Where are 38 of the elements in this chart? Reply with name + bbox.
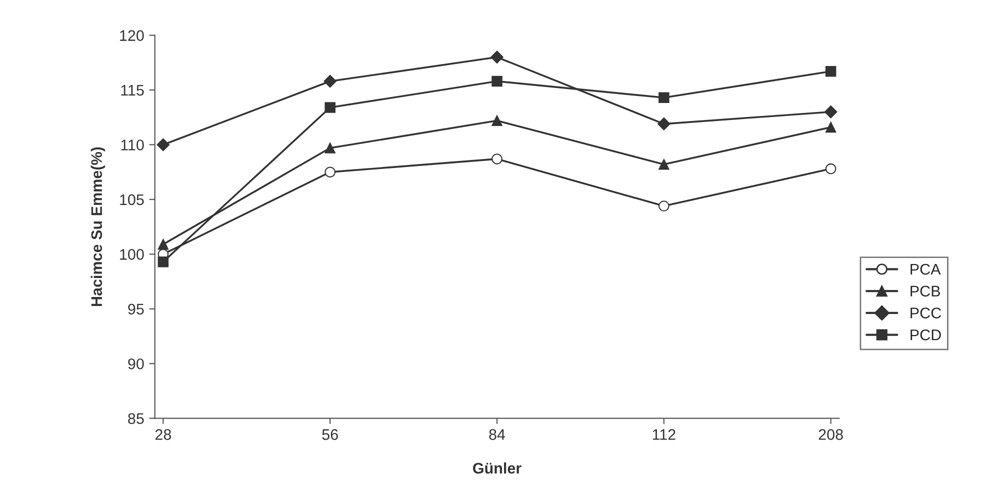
point bbox=[158, 256, 169, 268]
point bbox=[324, 102, 336, 113]
point bbox=[490, 50, 504, 64]
y-tick-label: 85 bbox=[128, 413, 144, 424]
point bbox=[658, 159, 670, 170]
point bbox=[324, 166, 336, 178]
point bbox=[492, 154, 502, 164]
x-tick-label: 112 bbox=[652, 429, 676, 440]
point bbox=[824, 105, 838, 118]
y-tick-label: 110 bbox=[121, 140, 144, 150]
x-tick-label: 84 bbox=[489, 429, 506, 440]
legend-label: PCB bbox=[910, 286, 940, 297]
point bbox=[156, 138, 170, 152]
y-tick-label: 105 bbox=[120, 194, 144, 206]
point bbox=[324, 142, 336, 154]
legend-label: PCA bbox=[910, 264, 941, 275]
y-tick-label: 115 bbox=[121, 85, 144, 96]
point bbox=[324, 74, 337, 88]
x-axis-title: Günler bbox=[473, 462, 522, 474]
x-tick-label: 28 bbox=[155, 429, 172, 440]
point bbox=[492, 115, 502, 126]
point bbox=[825, 122, 836, 133]
point bbox=[825, 163, 836, 174]
y-tick-label: 120 bbox=[120, 30, 144, 41]
y-tick-label: 90 bbox=[128, 358, 144, 370]
point bbox=[658, 200, 670, 212]
point bbox=[825, 66, 836, 77]
y-tick-label: 95 bbox=[128, 304, 144, 315]
point bbox=[657, 118, 670, 130]
point bbox=[658, 92, 670, 104]
y-axis-title: Hacimce Su Emme(%) bbox=[90, 147, 106, 306]
legend-label: PCC bbox=[910, 308, 942, 318]
legend-label: PCD bbox=[910, 330, 941, 340]
x-tick-label: 208 bbox=[818, 429, 843, 440]
y-tick-label: 100 bbox=[120, 249, 144, 260]
point bbox=[492, 76, 502, 87]
point bbox=[158, 238, 169, 250]
x-tick-label: 56 bbox=[322, 429, 338, 440]
